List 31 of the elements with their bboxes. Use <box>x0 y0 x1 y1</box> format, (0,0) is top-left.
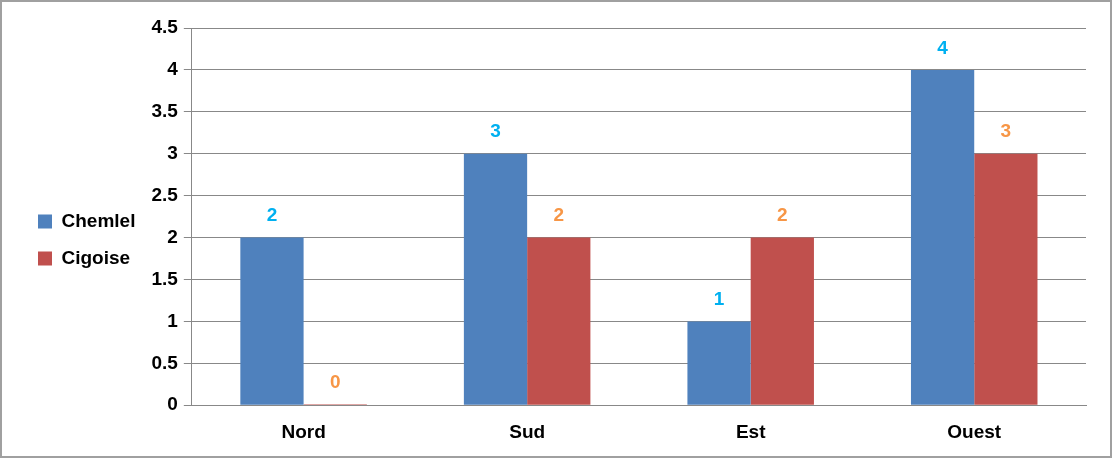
bar <box>910 69 975 405</box>
legend-label: Cigoise <box>61 246 131 268</box>
data-label: 2 <box>266 204 278 226</box>
data-label: 3 <box>1000 120 1012 142</box>
x-tick-label: Ouest <box>947 420 1002 442</box>
bar <box>527 237 591 405</box>
y-tick-label: 2 <box>167 225 178 247</box>
y-tick-label: 0 <box>167 393 178 415</box>
legend-label: Chemlel <box>61 209 136 231</box>
y-tick-label: 1.5 <box>151 267 179 289</box>
x-tick-label: Est <box>735 420 767 442</box>
y-tick-label: 0.5 <box>151 351 179 373</box>
y-tick-label: 3 <box>167 141 178 163</box>
bar <box>240 237 304 405</box>
bar <box>463 153 528 405</box>
y-tick-label: 3.5 <box>151 100 179 122</box>
data-label: 1 <box>713 288 725 310</box>
x-tick-label: Nord <box>281 420 326 442</box>
y-tick-label: 4 <box>167 58 179 80</box>
bar <box>974 153 1038 405</box>
x-tick-label: Sud <box>509 420 546 442</box>
y-tick-label: 4.5 <box>151 16 179 38</box>
data-label: 0 <box>329 370 341 392</box>
data-label: 3 <box>490 120 501 142</box>
y-tick-label: 1 <box>167 309 179 331</box>
bar <box>750 237 814 405</box>
y-tick-label: 2.5 <box>151 183 179 205</box>
data-label: 2 <box>777 204 788 226</box>
data-label: 2 <box>553 204 565 226</box>
bar <box>687 321 751 405</box>
data-label: 4 <box>937 36 949 58</box>
